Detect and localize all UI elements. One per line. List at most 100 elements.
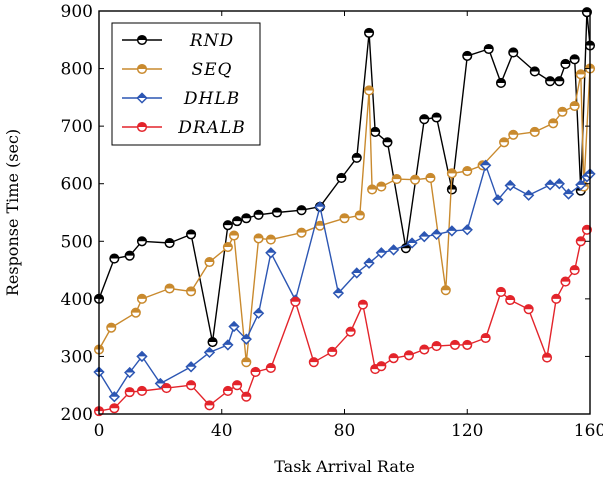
series-rnd	[93, 7, 596, 348]
y-tick-label: 500	[61, 232, 93, 252]
data-point-fill	[186, 287, 196, 292]
data-point-fill	[431, 229, 442, 235]
data-point-fill	[481, 333, 490, 339]
data-point-fill	[392, 174, 401, 180]
data-point-fill	[232, 380, 242, 386]
data-point-fill	[137, 351, 147, 357]
data-point-fill	[450, 340, 460, 345]
data-point-fill	[542, 353, 552, 358]
data-point-fill	[242, 392, 251, 397]
data-point-fill	[297, 205, 306, 211]
data-point-fill	[364, 258, 374, 264]
data-point-fill	[563, 189, 574, 195]
data-point-fill	[186, 380, 196, 386]
data-point-fill	[232, 216, 242, 222]
data-point-fill	[524, 304, 533, 310]
data-point-fill	[561, 59, 570, 64]
data-point-fill	[555, 76, 564, 82]
data-point-fill	[162, 383, 171, 389]
data-point-fill	[131, 308, 141, 313]
data-point-fill	[223, 340, 233, 345]
data-point-fill	[109, 392, 119, 397]
data-point-fill	[441, 285, 451, 291]
data-point-fill	[223, 386, 233, 391]
data-point-fill	[242, 213, 251, 219]
data-point-fill	[548, 118, 558, 124]
y-tick-label: 400	[61, 290, 93, 310]
data-point-fill	[204, 347, 215, 353]
data-point-fill	[447, 185, 457, 190]
data-point-fill	[266, 363, 276, 368]
x-tick-label: 40	[211, 421, 233, 441]
data-point-fill	[315, 202, 325, 207]
data-point-fill	[545, 76, 555, 82]
data-point-fill	[205, 401, 214, 406]
data-point-fill	[576, 180, 586, 185]
data-point-fill	[499, 137, 509, 143]
data-point-fill	[137, 35, 147, 40]
y-axis-label: Response Time (sec)	[3, 129, 22, 296]
data-point-fill	[376, 248, 386, 253]
data-point-fill	[367, 185, 377, 190]
y-tick-label: 800	[61, 60, 93, 80]
data-point-fill	[155, 378, 165, 384]
data-point-fill	[137, 236, 147, 242]
data-point-fill	[165, 284, 174, 289]
data-point-fill	[125, 387, 134, 393]
data-point-fill	[377, 361, 386, 367]
data-point-fill	[125, 367, 135, 373]
data-point-fill	[137, 122, 147, 127]
data-point-fill	[223, 220, 233, 226]
data-point-fill	[432, 341, 441, 347]
data-point-fill	[570, 265, 579, 271]
data-point-fill	[389, 353, 398, 359]
data-point-fill	[186, 362, 196, 367]
data-point-fill	[419, 345, 429, 350]
data-point-fill	[352, 153, 362, 158]
legend-label: RND	[189, 31, 234, 51]
data-point-fill	[137, 64, 147, 69]
data-point-fill	[447, 226, 457, 231]
y-tick-label: 600	[61, 175, 93, 195]
data-point-fill	[407, 238, 417, 244]
data-point-fill	[530, 67, 540, 72]
data-point-fill	[309, 357, 319, 363]
legend-entry-seq: SEQ	[122, 60, 233, 80]
data-point-fill	[205, 257, 214, 263]
data-point-fill	[508, 130, 518, 135]
y-tick-label: 300	[61, 347, 93, 367]
data-point-fill	[508, 48, 518, 53]
legend-label: SEQ	[192, 60, 233, 80]
data-point-fill	[340, 213, 349, 219]
y-tick-label: 700	[61, 117, 93, 137]
legend-label: DRALB	[177, 118, 246, 138]
data-point-fill	[462, 51, 472, 56]
data-point-fill	[337, 173, 346, 178]
data-point-fill	[447, 169, 457, 174]
data-point-fill	[481, 160, 491, 166]
data-point-fill	[496, 78, 506, 83]
data-point-fill	[496, 287, 506, 292]
data-point-fill	[404, 350, 414, 356]
data-point-fill	[364, 86, 374, 91]
data-point-fill	[291, 297, 300, 302]
data-point-fill	[432, 113, 441, 118]
data-point-fill	[297, 228, 306, 233]
x-tick-label: 120	[451, 421, 483, 441]
data-point-fill	[254, 210, 263, 215]
series-line	[98, 164, 591, 398]
data-point-fill	[106, 323, 116, 328]
series-seq	[93, 63, 596, 368]
data-point-fill	[137, 386, 147, 391]
data-point-fill	[551, 294, 561, 299]
data-point-fill	[266, 235, 276, 240]
legend-entry-dhlb: DHLB	[122, 89, 239, 109]
y-tick-label: 900	[61, 2, 93, 22]
data-point-fill	[484, 44, 494, 49]
data-point-fill	[570, 101, 579, 106]
data-point-fill	[242, 357, 251, 363]
data-point-fill	[377, 182, 386, 187]
data-point-fill	[358, 300, 368, 305]
x-tick-label: 0	[94, 421, 105, 441]
